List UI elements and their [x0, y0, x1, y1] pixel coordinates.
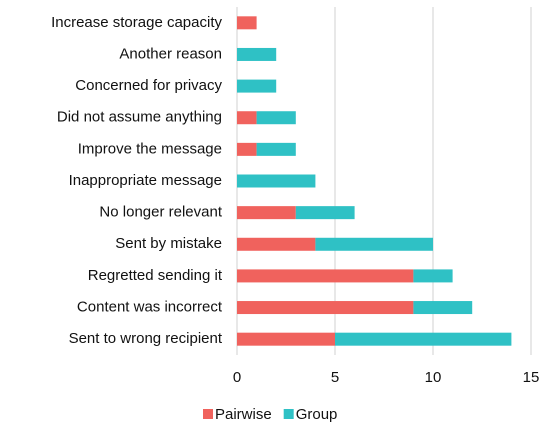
y-tick-label: Concerned for privacy — [75, 77, 222, 94]
legend-label: Pairwise — [215, 406, 272, 423]
bar-segment — [237, 47, 277, 61]
bar-segment — [237, 174, 316, 188]
bar-segment — [237, 142, 257, 156]
y-tick-label: Inappropriate message — [69, 172, 222, 189]
bar-segment — [237, 269, 414, 283]
y-tick-label: Another reason — [119, 45, 222, 62]
y-tick-label: Increase storage capacity — [51, 14, 222, 31]
bar-segment — [237, 16, 257, 30]
bar-segment — [413, 269, 453, 283]
bar-segment — [256, 142, 296, 156]
y-tick-label: Sent by mistake — [115, 235, 222, 252]
y-tick-label: Did not assume anything — [57, 109, 222, 126]
y-tick-label: Improve the message — [78, 140, 222, 157]
x-tick-label: 5 — [331, 369, 339, 386]
bar-segment — [295, 206, 355, 220]
bar-segment — [315, 237, 433, 251]
bar-segment — [237, 301, 414, 315]
bar-segment — [256, 111, 296, 125]
legend-swatch — [203, 409, 213, 419]
bar-segment — [237, 79, 277, 93]
y-tick-label: Regretted sending it — [88, 267, 223, 284]
bar-segment — [237, 332, 335, 346]
bar-segment — [335, 332, 512, 346]
legend-swatch — [283, 409, 294, 419]
x-tick-label: 10 — [425, 369, 442, 386]
bar-segment — [237, 111, 257, 125]
y-tick-label: Sent to wrong recipient — [69, 330, 223, 347]
bar-segment — [413, 301, 473, 315]
x-tick-label: 15 — [523, 369, 540, 386]
bar-segment — [237, 206, 296, 220]
y-tick-label: Content was incorrect — [77, 299, 223, 316]
y-tick-label: No longer relevant — [99, 204, 222, 221]
legend-label: Group — [296, 406, 338, 423]
x-tick-label: 0 — [233, 369, 241, 386]
bar-segment — [237, 237, 316, 251]
